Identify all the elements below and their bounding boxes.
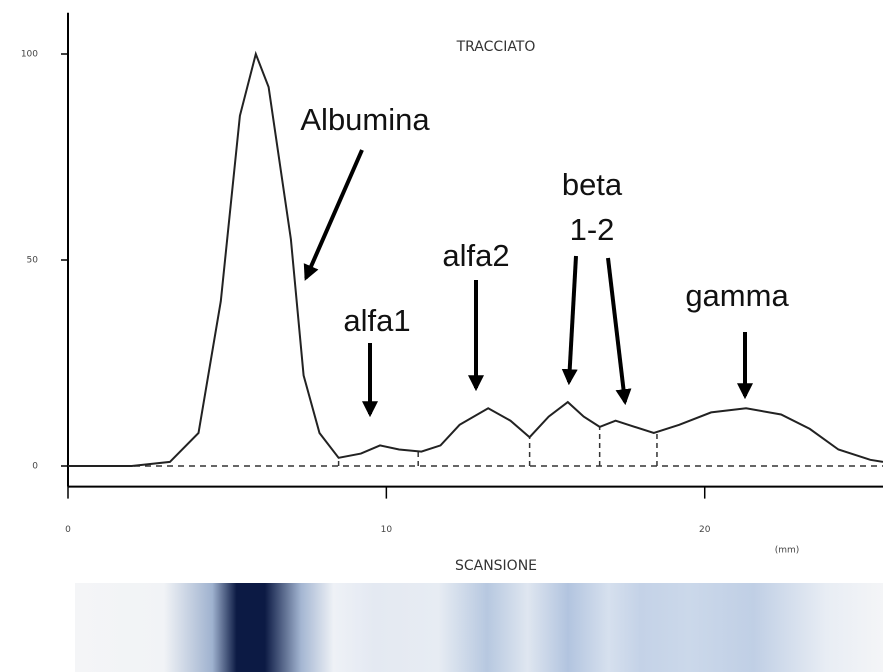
x-tick-label: 20 [699,525,711,535]
annotation: alfa2 [442,238,509,273]
scan-strip [75,583,883,672]
y-tick-label: 100 [21,50,38,60]
arrows [306,150,745,414]
chart-title: TRACCIATO [456,39,536,55]
scan-title: SCANSIONE [455,558,537,574]
y-tick-label: 0 [32,462,38,472]
x-tick-label: 0 [65,525,71,535]
x-tick-label: 10 [381,525,393,535]
chart: TRACCIATO SCANSIONE (mm) 0 50 100 0 10 20 Albu… [0,0,883,672]
annotation: gamma [685,278,789,313]
annotation: beta [562,167,623,202]
annotation: alfa1 [343,303,410,338]
annotation: Albumina [300,102,430,137]
x-axis-label: (mm) [775,546,800,556]
y-tick-label: 50 [27,256,39,266]
annotation: 1-2 [570,212,615,247]
